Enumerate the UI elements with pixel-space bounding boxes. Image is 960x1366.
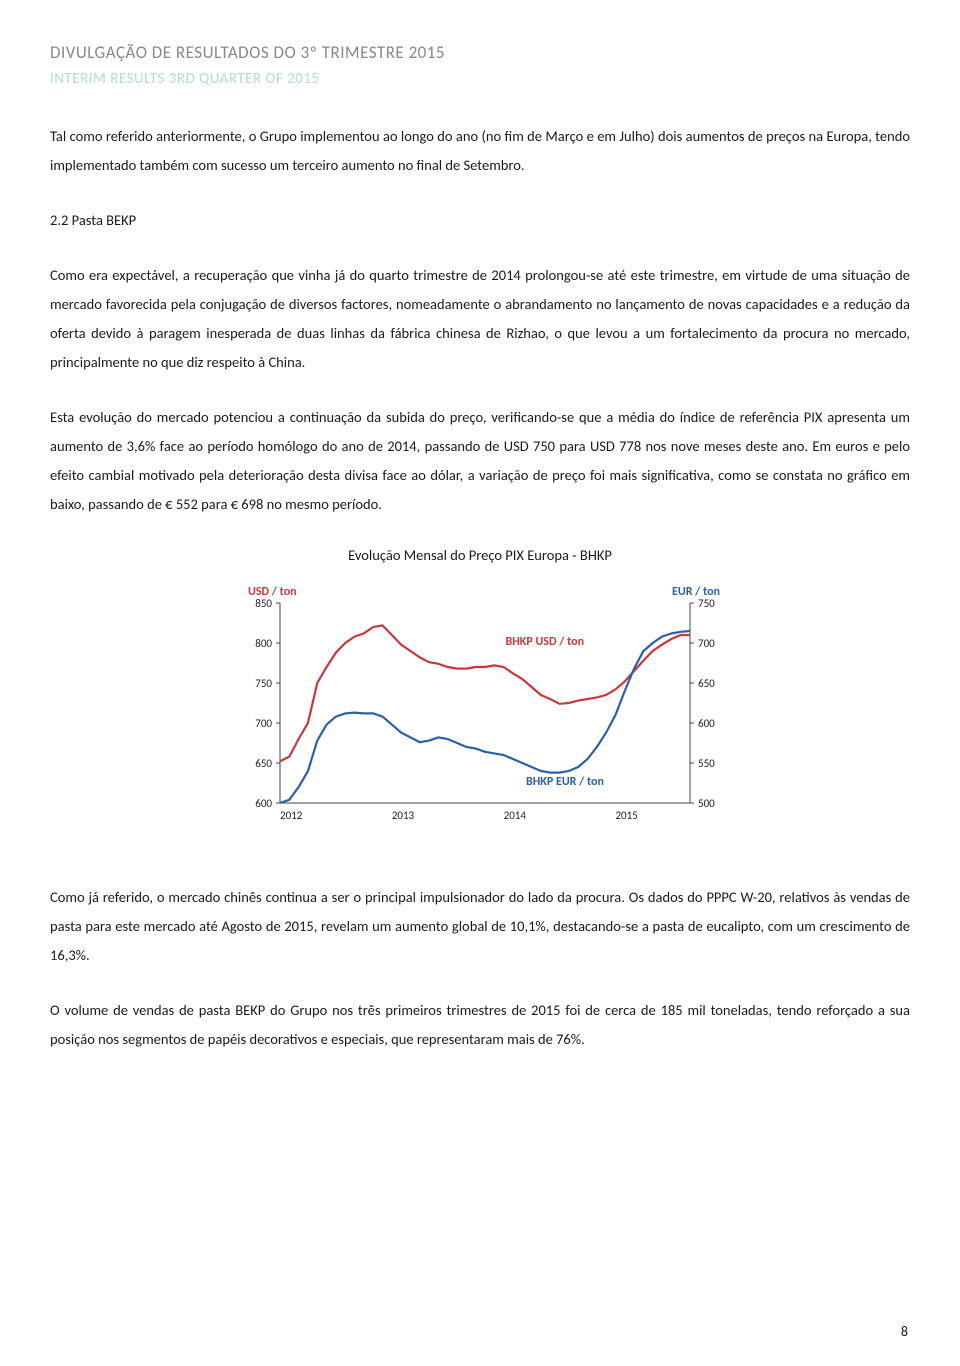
svg-text:750: 750 [255, 677, 272, 690]
header-title: DIVULGAÇÃO DE RESULTADOS DO 3º TRIMESTRE… [50, 40, 910, 66]
svg-text:600: 600 [698, 717, 715, 730]
svg-text:650: 650 [255, 757, 272, 770]
header-subtitle: INTERIM RESULTS 3RD QUARTER OF 2015 [50, 68, 910, 91]
price-chart: USD / tonEUR / ton8508007507006506007507… [210, 573, 750, 853]
svg-text:650: 650 [698, 677, 715, 690]
svg-text:800: 800 [255, 637, 272, 650]
svg-text:500: 500 [698, 797, 715, 810]
svg-text:700: 700 [255, 717, 272, 730]
svg-text:2014: 2014 [504, 809, 527, 822]
svg-text:750: 750 [698, 597, 715, 610]
svg-text:BHKP USD / ton: BHKP USD / ton [506, 635, 585, 649]
body-content-lower: Como já referido, o mercado chinês conti… [50, 883, 910, 1054]
paragraph-4: Como já referido, o mercado chinês conti… [50, 883, 910, 970]
paragraph-1: Tal como referido anteriormente, o Grupo… [50, 122, 910, 180]
page-number: 8 [901, 1321, 908, 1342]
svg-text:700: 700 [698, 637, 715, 650]
svg-text:850: 850 [255, 597, 272, 610]
body-content: Tal como referido anteriormente, o Grupo… [50, 122, 910, 519]
section-heading: 2.2 Pasta BEKP [50, 206, 910, 235]
paragraph-2: Como era expectável, a recuperação que v… [50, 261, 910, 377]
svg-text:2012: 2012 [280, 809, 303, 822]
svg-text:2015: 2015 [615, 809, 637, 822]
paragraph-5: O volume de vendas de pasta BEKP do Grup… [50, 996, 910, 1054]
svg-text:600: 600 [255, 797, 272, 810]
svg-text:2013: 2013 [392, 809, 415, 822]
chart-container: USD / tonEUR / ton8508007507006506007507… [50, 573, 910, 853]
svg-text:550: 550 [698, 757, 715, 770]
paragraph-3: Esta evolução do mercado potenciou a con… [50, 403, 910, 519]
chart-title: Evolução Mensal do Preço PIX Europa - BH… [50, 545, 910, 567]
svg-text:BHKP EUR / ton: BHKP EUR / ton [526, 775, 604, 789]
